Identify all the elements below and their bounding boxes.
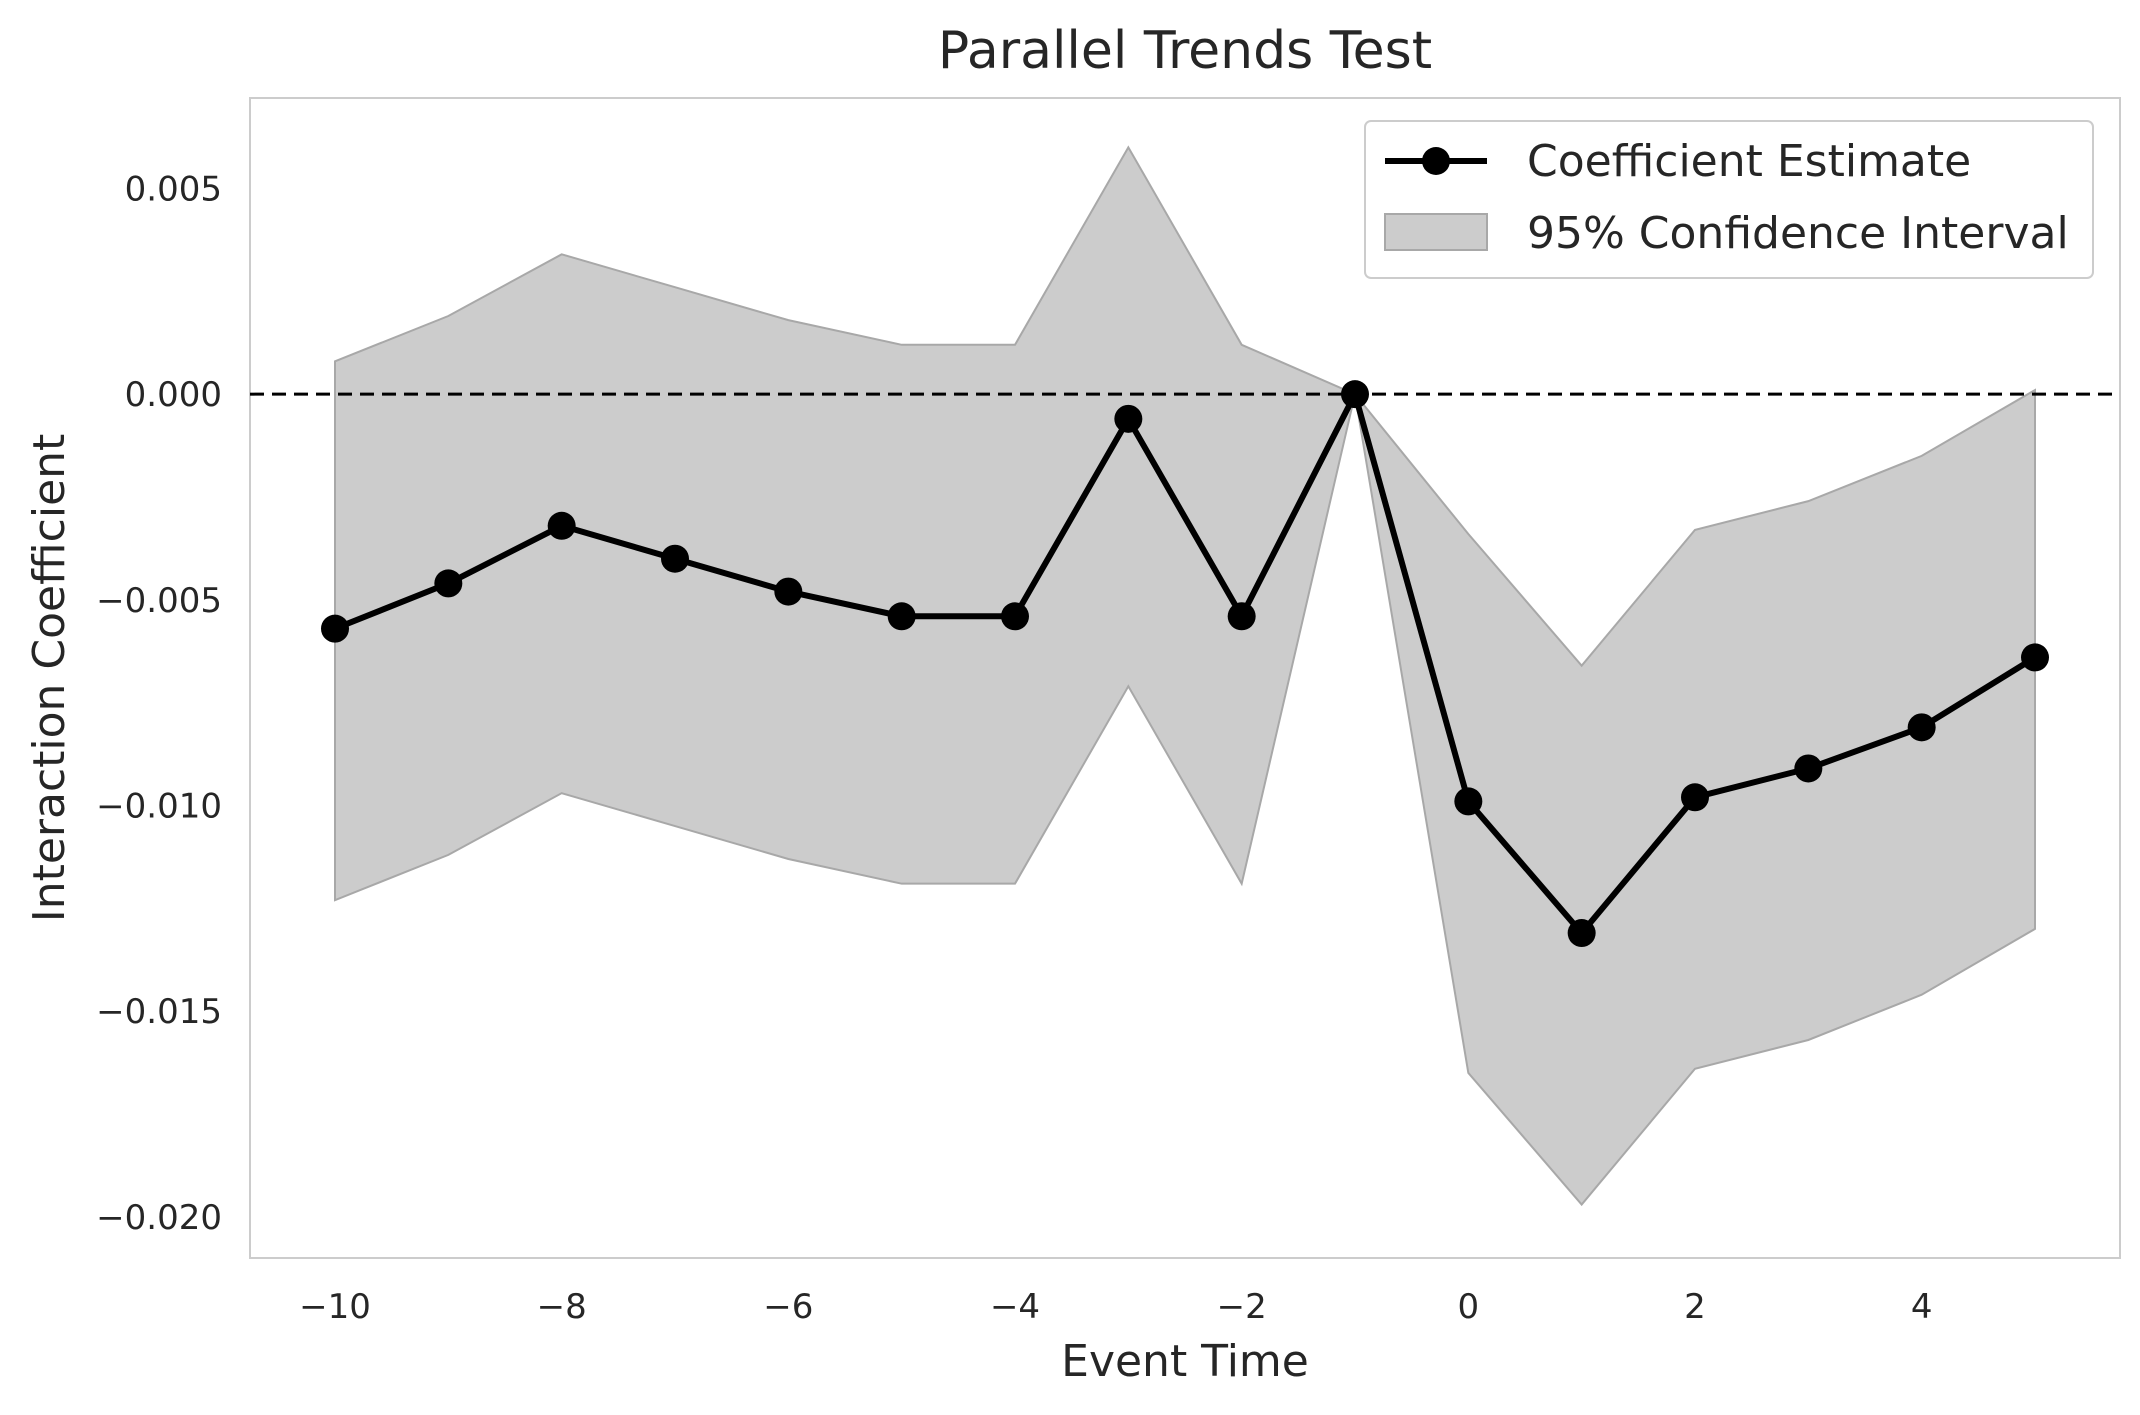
- y-tick-label: −0.010: [96, 787, 222, 827]
- estimate-point: [1341, 380, 1369, 409]
- x-tick-label: −2: [1217, 1287, 1267, 1327]
- legend-frame: [1364, 120, 2094, 279]
- estimate-point: [1001, 602, 1029, 631]
- x-tick-label: 0: [1458, 1287, 1480, 1327]
- legend-label-ci: 95% Confidence Interval: [1527, 208, 2069, 259]
- x-tick-label: −6: [763, 1287, 813, 1327]
- x-tick-label: −4: [990, 1287, 1040, 1327]
- estimate-point: [321, 614, 349, 643]
- y-tick-label: 0.005: [125, 169, 222, 209]
- estimate-line-layer: [321, 380, 2049, 948]
- legend-band-swatch: [1384, 213, 1488, 251]
- estimate-point: [1454, 787, 1483, 816]
- x-tick-label: −8: [537, 1287, 587, 1327]
- estimate-point: [1907, 713, 1936, 742]
- x-axis-label: Event Time: [1061, 1336, 1309, 1387]
- estimate-point: [1794, 754, 1823, 783]
- coefficient-estimate-line: [333, 391, 2037, 937]
- estimate-point: [547, 511, 576, 540]
- estimate-point: [887, 602, 916, 631]
- y-tick-label: −0.020: [96, 1198, 222, 1238]
- estimate-point: [434, 569, 463, 598]
- confidence-band-layer: [334, 145, 2036, 1207]
- estimate-point: [661, 544, 689, 573]
- estimate-point: [1227, 602, 1256, 631]
- y-tick-label: 0.000: [125, 375, 222, 415]
- x-tick-label: −10: [299, 1287, 371, 1327]
- estimate-point: [1114, 404, 1143, 433]
- estimate-point: [1681, 783, 1709, 812]
- y-tick-label: −0.005: [96, 581, 222, 621]
- confidence-band: [334, 145, 2036, 1207]
- estimate-point: [2021, 643, 2049, 672]
- x-tick-label: 4: [1911, 1287, 1933, 1327]
- legend: Coefficient Estimate 95% Confidence Inte…: [1364, 120, 2094, 279]
- chart-title: Parallel Trends Test: [938, 21, 1432, 81]
- x-tick-label: 2: [1684, 1287, 1706, 1327]
- y-tick-label: −0.015: [96, 992, 222, 1032]
- legend-label-estimate: Coefficient Estimate: [1527, 136, 1971, 187]
- y-tick-labels: 0.005 0.000 −0.005 −0.010 −0.015 −0.020: [96, 169, 222, 1237]
- x-tick-labels: −10 −8 −6 −4 −2 0 2 4: [299, 1287, 1932, 1327]
- estimate-point: [1567, 919, 1596, 948]
- estimate-point: [774, 577, 803, 606]
- legend-marker-swatch: [1422, 147, 1450, 175]
- y-axis-label: Interaction Coefficient: [24, 434, 75, 923]
